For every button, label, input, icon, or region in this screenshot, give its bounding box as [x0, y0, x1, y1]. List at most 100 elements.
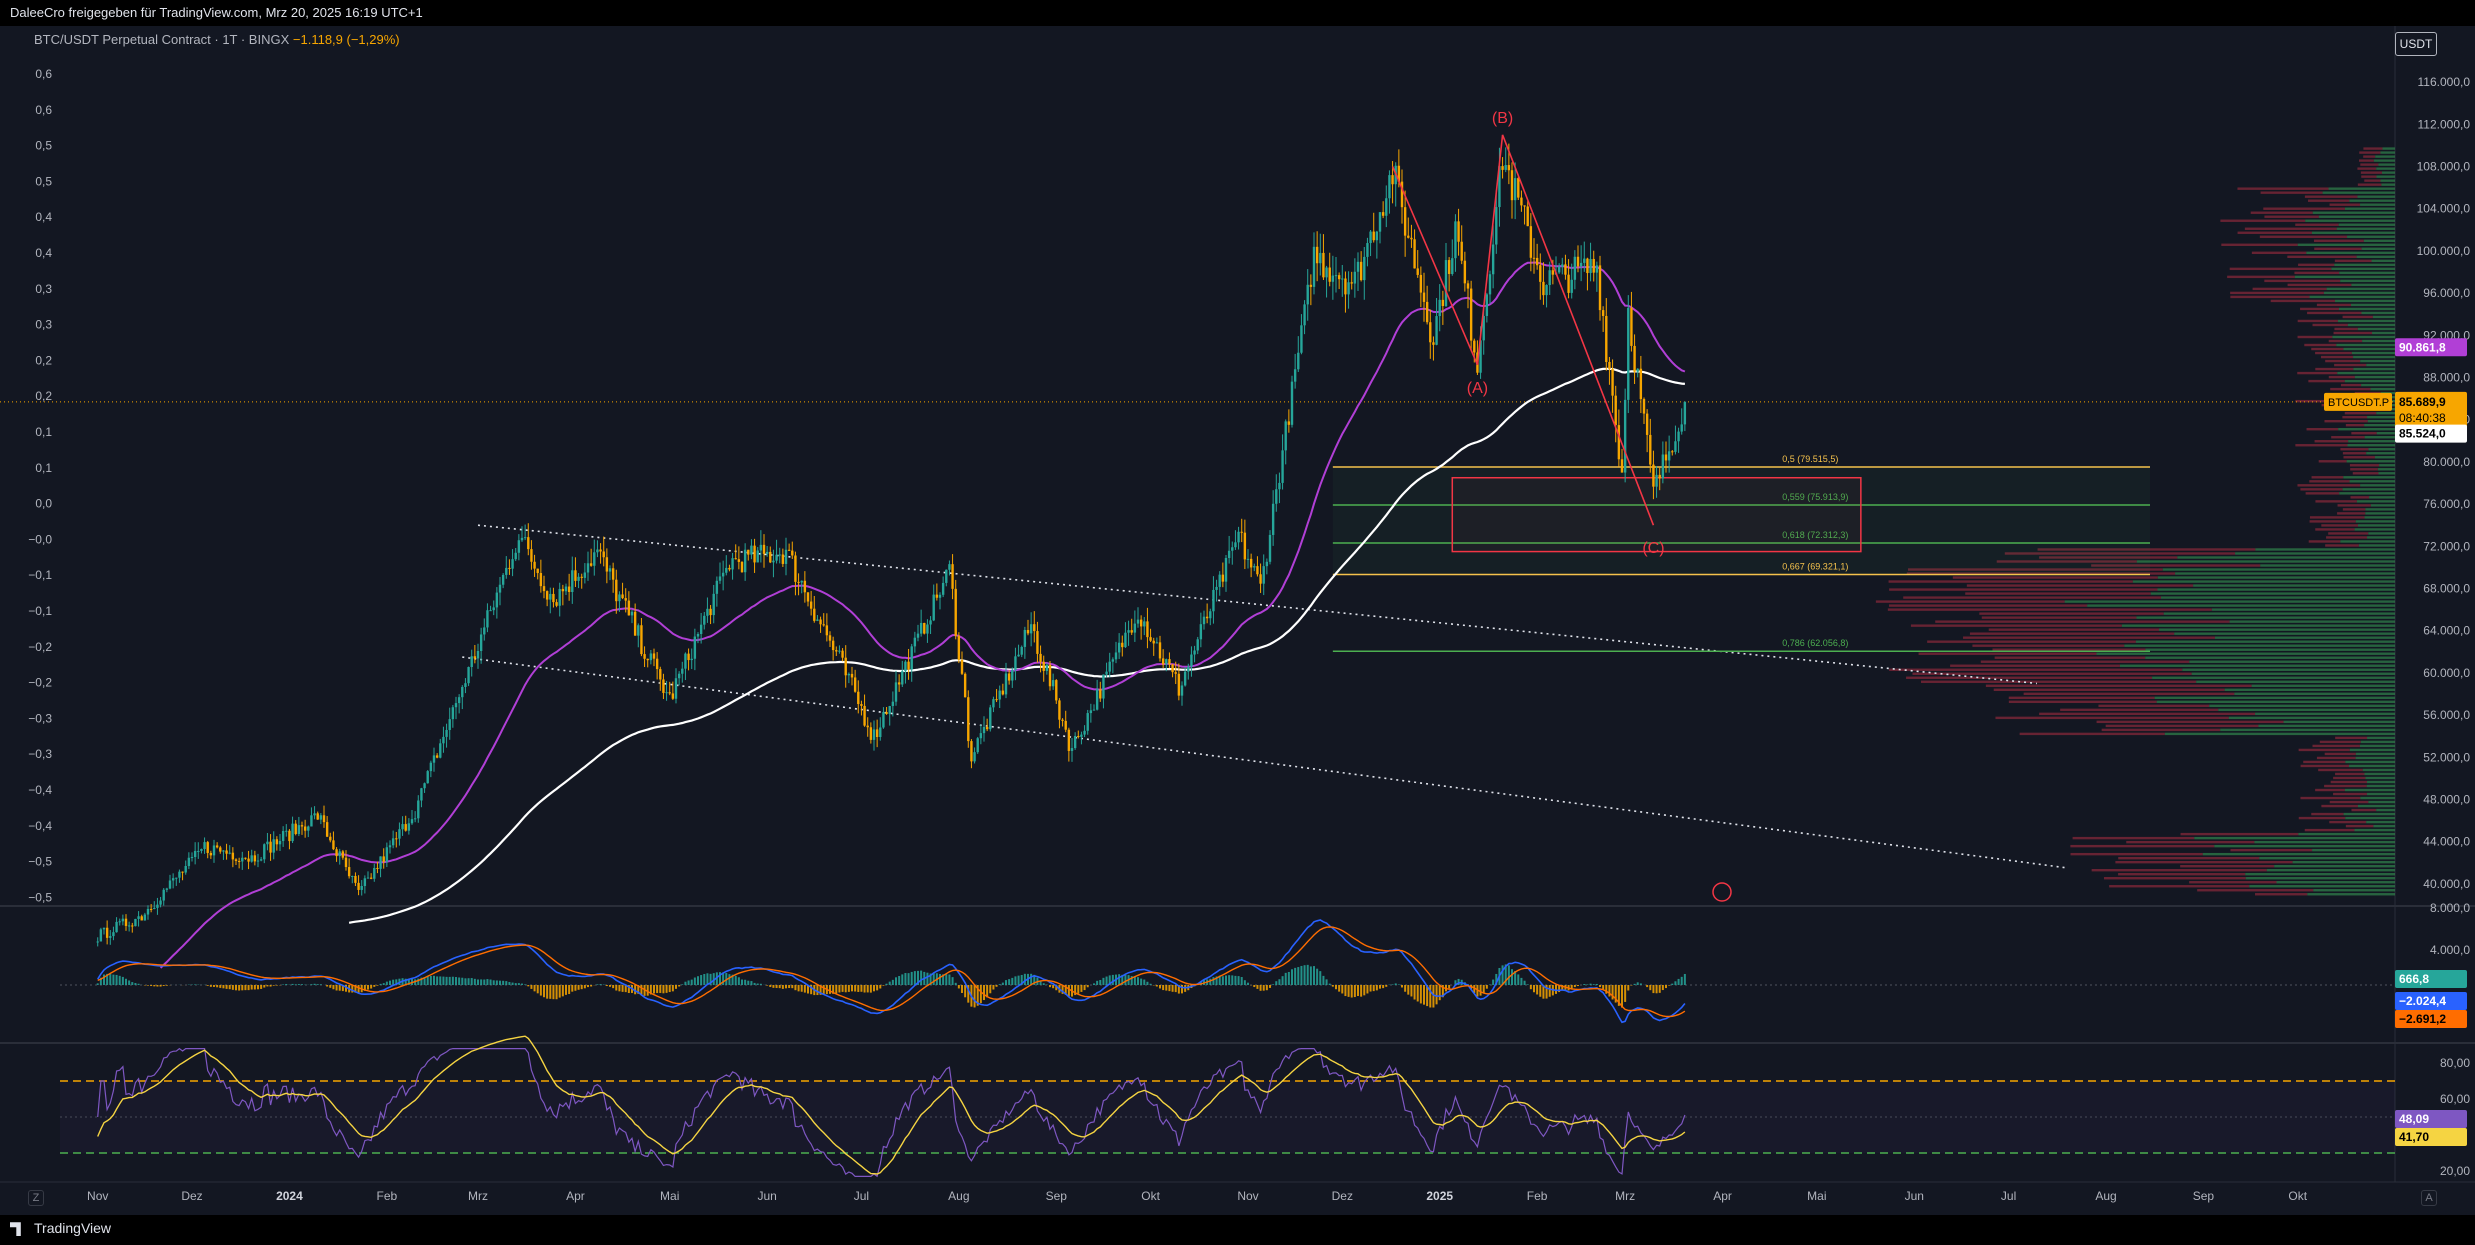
volume-profile-bar: [2364, 436, 2395, 439]
candle: [1058, 700, 1061, 720]
volume-profile-bar: [2331, 267, 2395, 271]
macd-bar: [1668, 985, 1671, 986]
macd-bar: [587, 985, 589, 988]
candle: [1658, 474, 1661, 479]
countdown-timer: 08:40:38: [2399, 411, 2446, 425]
candle: [486, 610, 489, 628]
macd-bar: [709, 973, 712, 985]
volume-profile-bar: [2359, 159, 2374, 162]
timezone-button[interactable]: Z: [28, 1190, 44, 1206]
volume-profile-bar: [2193, 584, 2395, 587]
volume-profile-bar: [2004, 552, 2236, 555]
macd-bar: [357, 985, 360, 993]
volume-profile-bar: [2328, 339, 2363, 343]
volume-profile-bar: [2345, 423, 2365, 427]
macd-bar: [1426, 985, 1429, 1007]
auto-scale-button[interactable]: A: [2421, 1190, 2437, 1206]
macd-bar: [715, 972, 718, 985]
candle: [492, 607, 495, 611]
volume-profile-bar: [2309, 480, 2350, 483]
candle: [1237, 531, 1240, 543]
macd-bar: [734, 975, 737, 985]
volume-profile-bar: [2376, 432, 2395, 435]
volume-profile-bar: [2363, 147, 2383, 150]
candle: [567, 586, 571, 593]
candle: [967, 697, 970, 742]
candle: [1416, 268, 1419, 275]
candle: [765, 551, 769, 554]
volume-profile-bar: [2365, 776, 2395, 780]
chart-canvas[interactable]: 116.000,0 112.000,0 108.000,0 104.000,0 100.…: [0, 26, 2475, 1215]
macd-bar: [1680, 976, 1683, 985]
volume-profile-bar: [2354, 828, 2395, 832]
candle: [1256, 566, 1259, 575]
volume-profile-bar: [2270, 299, 2335, 303]
volume-profile-bar: [2091, 564, 2261, 567]
volume-profile-bar: [2353, 355, 2395, 359]
macd-bar: [1423, 985, 1425, 1005]
candle: [863, 705, 866, 726]
macd-bar: [451, 976, 454, 985]
volume-profile-bar: [2221, 243, 2298, 246]
candle: [1579, 262, 1583, 267]
candle: [297, 825, 301, 835]
price-axis-tick: 80.000,0: [2423, 455, 2470, 469]
candle: [156, 904, 159, 908]
symbol-title[interactable]: BTC/USDT Perpetual Contract · 1T · BINGX: [34, 32, 290, 47]
volume-profile-bar: [2227, 275, 2295, 279]
macd-bar: [681, 984, 684, 985]
tradingview-logo[interactable]: TradingView: [10, 1220, 111, 1237]
candle: [1146, 621, 1149, 638]
volume-profile-bar: [2329, 203, 2361, 206]
currency-button[interactable]: USDT: [2395, 32, 2437, 56]
volume-profile-bar: [2373, 824, 2395, 828]
volume-profile-bar: [2304, 828, 2355, 832]
volume-profile-bar: [2298, 748, 2350, 752]
candle: [332, 840, 335, 850]
candle: [835, 650, 838, 652]
macd-bar: [1316, 968, 1319, 985]
macd-bar: [1573, 985, 1576, 988]
volume-profile-bar: [1888, 580, 2133, 583]
macd-bar: [1353, 985, 1356, 998]
candle: [1099, 689, 1102, 699]
macd-bar: [222, 985, 225, 989]
candle: [1325, 267, 1328, 278]
macd-bar: [998, 984, 1001, 985]
candle: [175, 877, 178, 879]
volume-profile-bar: [1889, 668, 2183, 671]
volume-profile-bar: [2258, 724, 2395, 728]
candle: [1023, 629, 1027, 647]
macd-bar: [857, 985, 860, 992]
candle: [1155, 642, 1159, 644]
candle: [1227, 550, 1231, 559]
macd-bar: [1652, 985, 1655, 994]
candle: [1108, 661, 1111, 672]
volume-profile-bar: [2315, 788, 2345, 792]
macd-bar: [1328, 983, 1331, 985]
candle: [259, 859, 263, 861]
candle: [1422, 292, 1426, 302]
macd-bar: [1429, 985, 1432, 1008]
candle: [1639, 368, 1643, 400]
macd-bar: [106, 973, 109, 985]
left-scale-tick: 0,5: [35, 174, 52, 188]
candle: [1341, 278, 1344, 280]
volume-profile-bar: [2380, 179, 2395, 182]
macd-bar: [213, 985, 215, 987]
volume-profile-bar: [2152, 676, 2395, 679]
volume-profile-bar: [2376, 167, 2395, 170]
volume-profile-bar: [2331, 436, 2365, 439]
macd-bar: [395, 979, 398, 985]
volume-profile-bar: [2315, 351, 2352, 355]
volume-profile-bar: [1910, 624, 2122, 627]
left-scale-tick: −0,3: [28, 747, 52, 761]
macd-bar: [1174, 985, 1177, 993]
macd-bar: [335, 985, 338, 991]
candle: [473, 656, 477, 659]
macd-bar: [675, 985, 677, 989]
volume-profile-bar: [2115, 860, 2293, 864]
candle: [1064, 720, 1067, 730]
candle: [1683, 401, 1687, 425]
candle: [756, 550, 759, 563]
